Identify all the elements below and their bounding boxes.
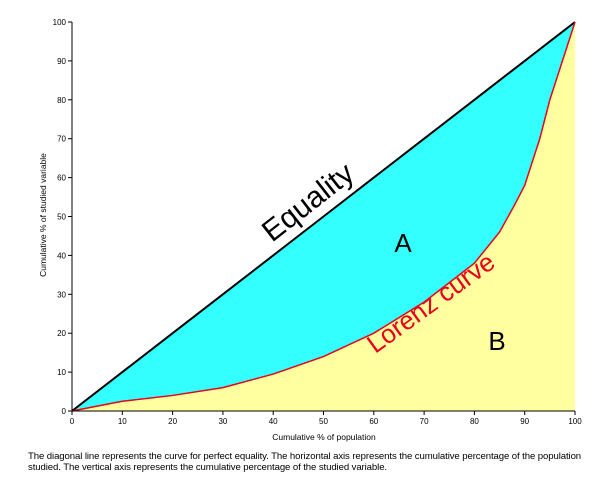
annotation: B (488, 326, 505, 356)
x-tick-label: 70 (420, 417, 429, 426)
y-tick-label: 0 (62, 407, 67, 416)
y-tick-label: 60 (57, 174, 66, 183)
y-tick-label: 20 (57, 329, 66, 338)
y-tick-label: 50 (57, 213, 66, 222)
chart: Cumulative % of studied variable Cumulat… (38, 18, 582, 442)
area (72, 22, 575, 411)
y-axis-label: Cumulative % of studied variable (38, 153, 48, 277)
y-tick-label: 10 (57, 368, 66, 377)
annotation: A (394, 228, 412, 258)
x-tick-label: 10 (118, 417, 127, 426)
x-tick-label: 60 (369, 417, 378, 426)
y-tick-label: 30 (57, 290, 66, 299)
line (71, 21, 576, 412)
x-axis-label: Cumulative % of population (272, 432, 376, 442)
y-tick-label: 90 (57, 57, 66, 66)
caption: The diagonal line represents the curve f… (28, 451, 582, 473)
x-tick-label: 30 (218, 417, 227, 426)
y-tick-label: 80 (57, 96, 66, 105)
y-tick-label: 40 (57, 251, 66, 260)
x-tick-label: 20 (168, 417, 177, 426)
x-tick-label: 100 (568, 417, 582, 426)
x-tick-label: 50 (319, 417, 328, 426)
y-tick-label: 100 (53, 18, 67, 27)
y-tick-label: 70 (57, 135, 66, 144)
x-tick-label: 40 (269, 417, 278, 426)
x-tick-label: 80 (470, 417, 479, 426)
x-tick-label: 90 (520, 417, 529, 426)
line (71, 21, 576, 412)
x-tick-label: 0 (70, 417, 75, 426)
